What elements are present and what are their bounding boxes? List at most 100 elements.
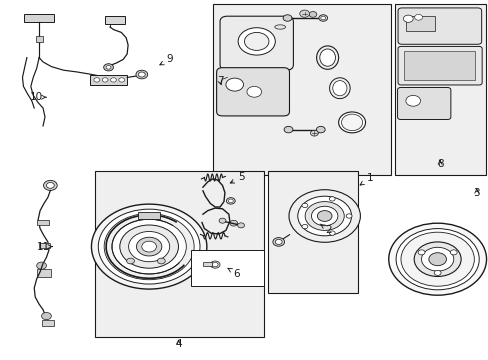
Bar <box>90 75 127 85</box>
Bar <box>39 243 50 248</box>
Circle shape <box>428 253 446 266</box>
FancyBboxPatch shape <box>397 87 450 120</box>
Circle shape <box>310 130 318 136</box>
Circle shape <box>288 190 360 242</box>
Circle shape <box>138 72 145 77</box>
Circle shape <box>405 95 420 106</box>
Circle shape <box>102 78 108 82</box>
Circle shape <box>433 270 440 275</box>
Bar <box>36 36 42 42</box>
Circle shape <box>283 15 291 21</box>
Text: 1: 1 <box>359 173 373 185</box>
Text: 2: 2 <box>320 224 331 235</box>
Ellipse shape <box>338 112 365 133</box>
Circle shape <box>316 126 325 133</box>
Bar <box>41 320 54 326</box>
FancyBboxPatch shape <box>397 46 481 85</box>
Bar <box>212 4 390 175</box>
Circle shape <box>104 213 194 280</box>
Circle shape <box>395 229 478 290</box>
Ellipse shape <box>319 49 335 66</box>
Circle shape <box>305 202 344 230</box>
Ellipse shape <box>274 25 285 29</box>
Circle shape <box>91 204 206 289</box>
Circle shape <box>126 258 134 264</box>
Circle shape <box>226 198 235 204</box>
Circle shape <box>317 211 331 221</box>
Circle shape <box>302 203 307 208</box>
Bar <box>37 269 51 277</box>
Bar <box>203 262 211 266</box>
Circle shape <box>37 262 46 269</box>
Circle shape <box>246 86 261 97</box>
Circle shape <box>346 214 351 218</box>
Ellipse shape <box>341 114 362 131</box>
Circle shape <box>103 64 113 71</box>
Text: 11: 11 <box>36 242 52 252</box>
Text: 3: 3 <box>472 188 479 198</box>
Circle shape <box>449 250 456 255</box>
Circle shape <box>136 237 162 256</box>
Circle shape <box>299 10 309 17</box>
Ellipse shape <box>316 46 338 69</box>
Ellipse shape <box>332 81 346 96</box>
Text: 10: 10 <box>30 92 46 102</box>
Bar <box>403 51 474 80</box>
FancyBboxPatch shape <box>216 68 289 116</box>
Bar <box>394 4 485 175</box>
Bar <box>95 171 264 337</box>
Circle shape <box>210 261 220 268</box>
Circle shape <box>417 250 424 255</box>
Circle shape <box>284 126 292 133</box>
Circle shape <box>388 223 486 295</box>
Circle shape <box>106 66 111 69</box>
Circle shape <box>225 78 243 91</box>
Text: 5: 5 <box>230 172 244 183</box>
Circle shape <box>46 183 54 188</box>
Ellipse shape <box>329 78 349 99</box>
Circle shape <box>275 239 282 244</box>
Circle shape <box>136 70 147 79</box>
Circle shape <box>94 78 100 82</box>
Circle shape <box>212 262 218 267</box>
Text: 4: 4 <box>175 339 182 349</box>
Text: 6: 6 <box>227 268 240 279</box>
Circle shape <box>318 15 327 21</box>
Circle shape <box>403 15 412 22</box>
Bar <box>138 212 160 219</box>
Bar <box>405 16 434 31</box>
Circle shape <box>157 258 165 264</box>
Bar <box>267 171 358 293</box>
Circle shape <box>43 180 57 190</box>
Circle shape <box>320 16 325 20</box>
Text: 7: 7 <box>216 76 223 86</box>
Circle shape <box>238 28 275 55</box>
Circle shape <box>228 199 233 203</box>
Circle shape <box>297 196 351 236</box>
FancyBboxPatch shape <box>220 16 293 70</box>
Circle shape <box>110 78 116 82</box>
Circle shape <box>142 241 156 252</box>
Circle shape <box>237 223 244 228</box>
Circle shape <box>229 220 237 226</box>
Circle shape <box>414 14 422 20</box>
Circle shape <box>244 32 268 50</box>
Circle shape <box>308 12 316 17</box>
Text: 9: 9 <box>160 54 173 65</box>
FancyBboxPatch shape <box>397 8 481 44</box>
Circle shape <box>302 224 307 229</box>
Bar <box>105 16 124 24</box>
Circle shape <box>119 78 124 82</box>
Circle shape <box>272 238 284 246</box>
Circle shape <box>400 232 473 286</box>
Circle shape <box>112 219 186 274</box>
Bar <box>24 14 54 22</box>
Circle shape <box>421 247 453 271</box>
Circle shape <box>98 209 200 284</box>
Circle shape <box>41 312 51 320</box>
Circle shape <box>219 218 225 223</box>
Text: 8: 8 <box>436 159 443 169</box>
Bar <box>37 220 49 225</box>
Bar <box>190 250 264 286</box>
Circle shape <box>120 225 178 268</box>
